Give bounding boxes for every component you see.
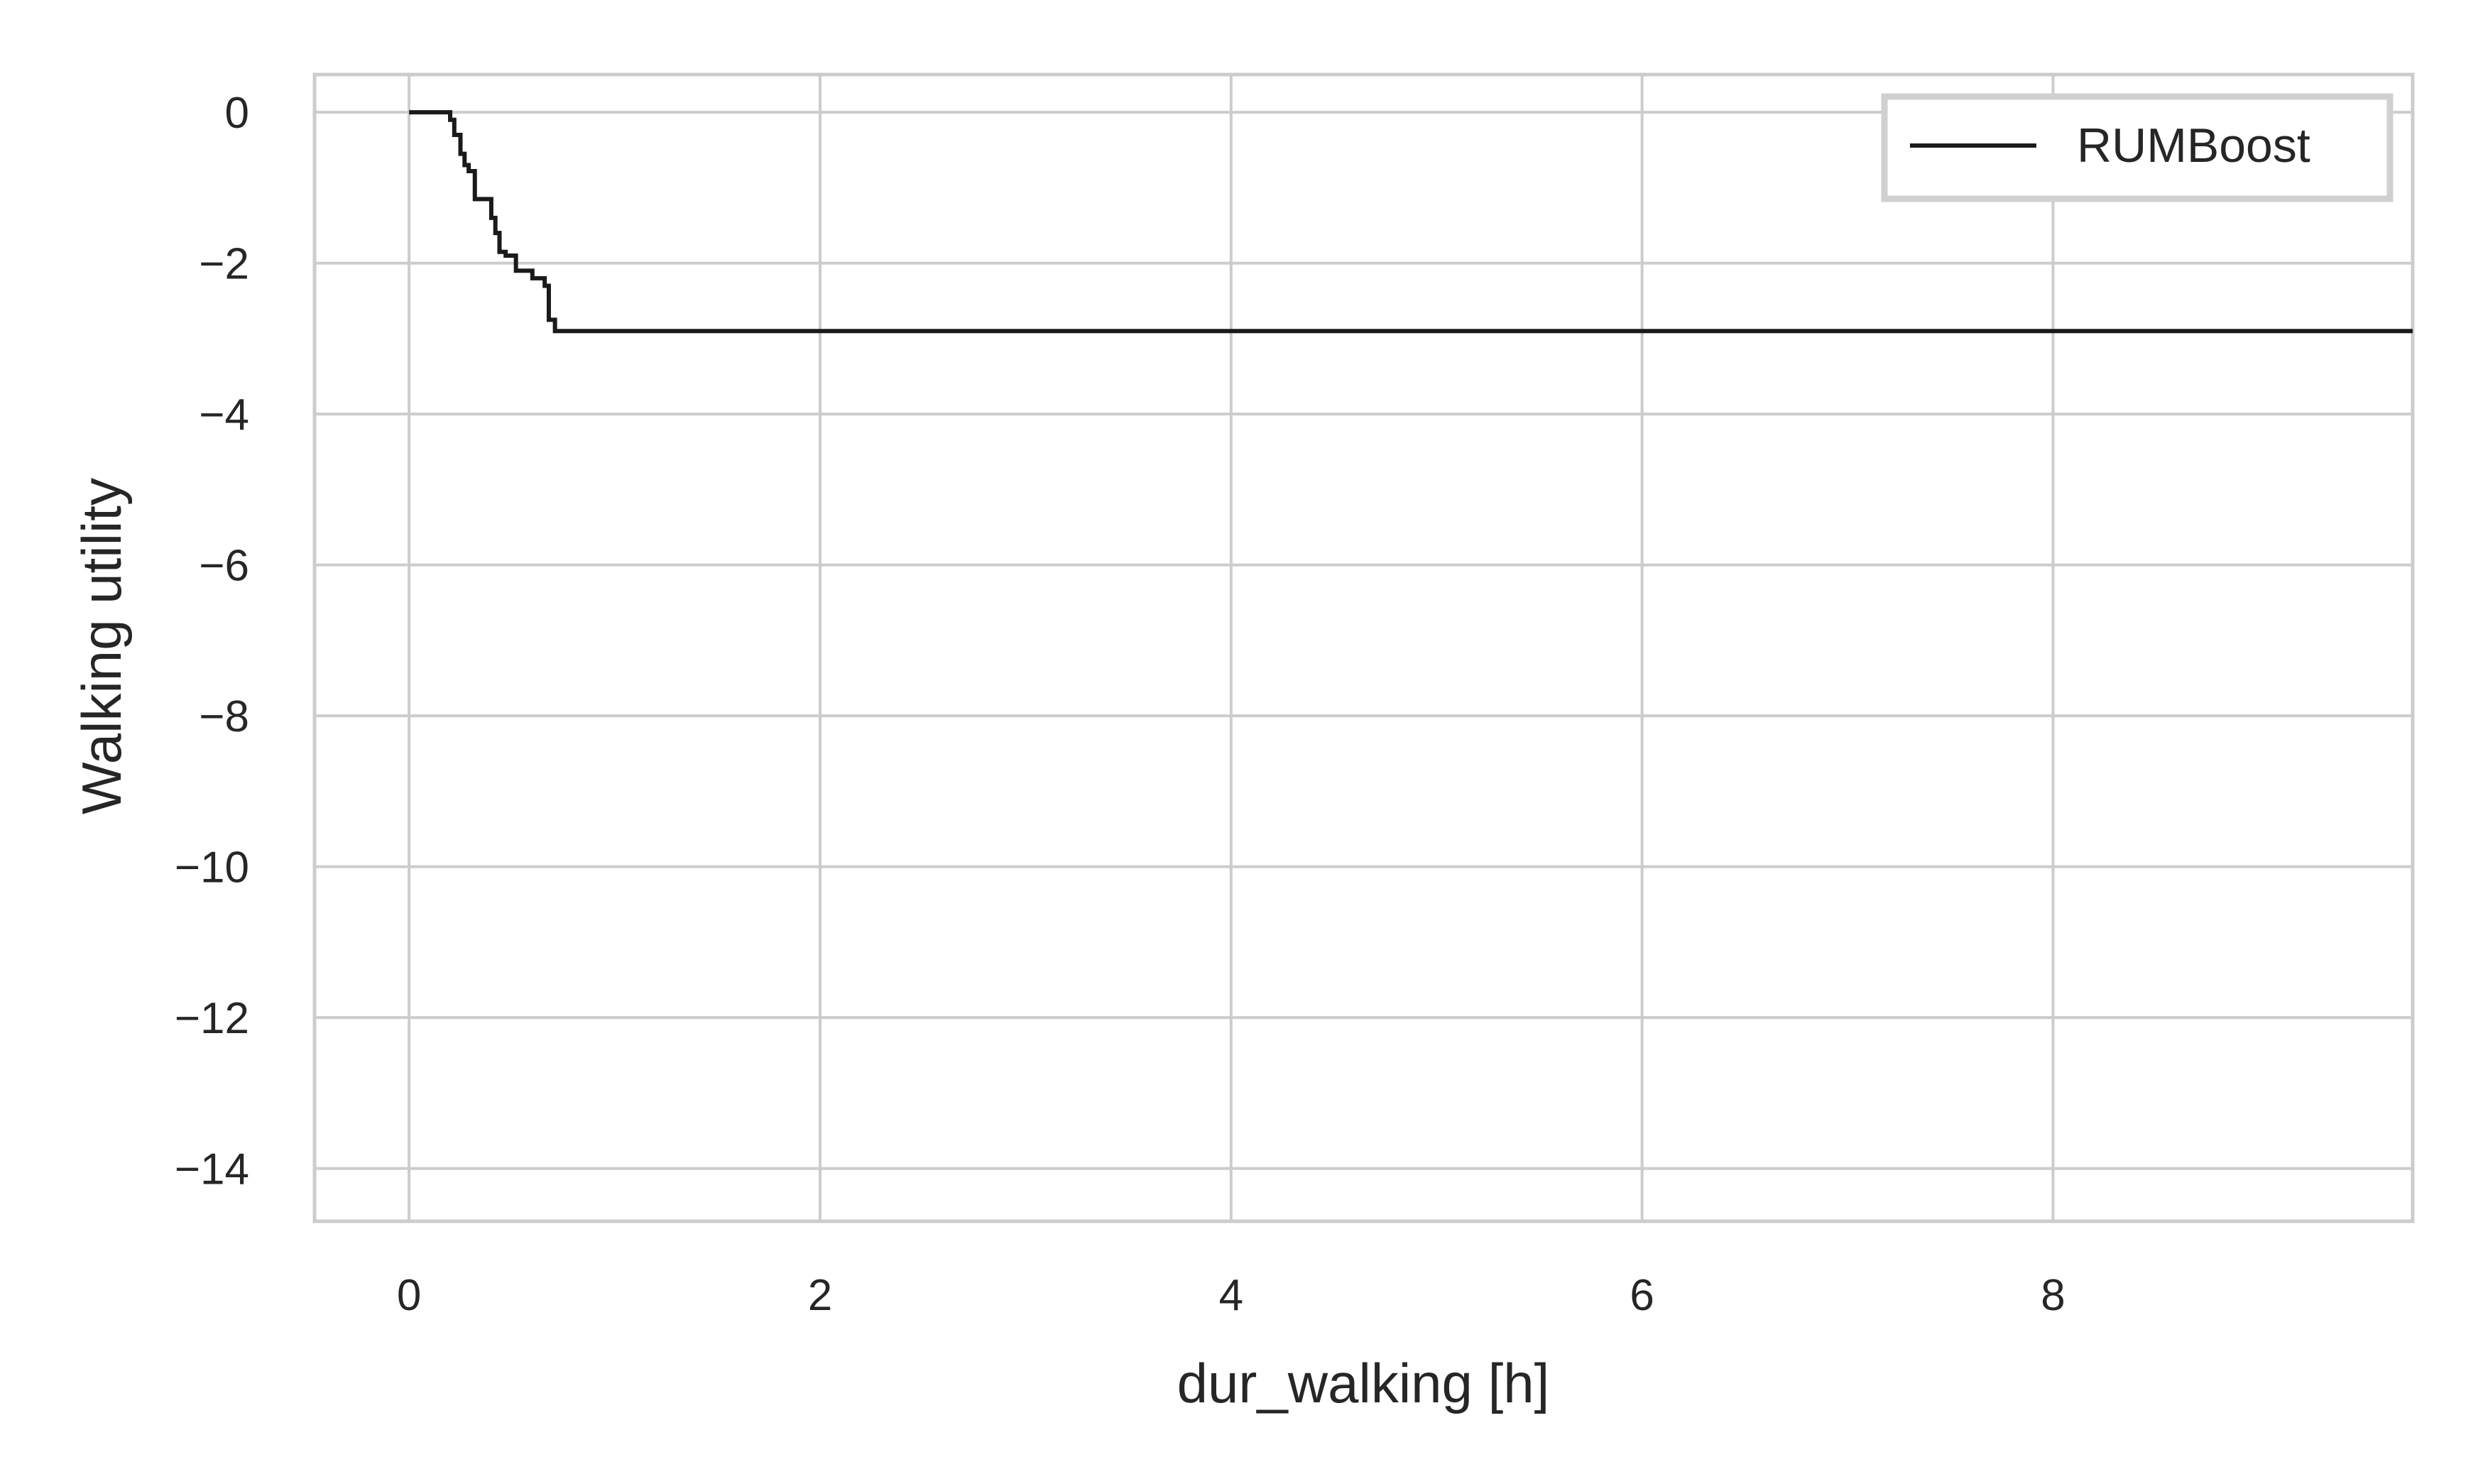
legend: RUMBoost	[1881, 93, 2394, 202]
x-tick-label: 6	[1630, 1271, 1654, 1320]
series-layer	[409, 110, 2413, 334]
y-axis-label: Walking utility	[70, 478, 133, 814]
y-tick-label: −2	[199, 240, 249, 289]
legend-label-rumboost: RUMBoost	[2077, 119, 2310, 173]
x-tick-label: 2	[808, 1271, 832, 1320]
axes: 0 2 4 6 8 0 −2 −4 −6 −8 −10 −12 −14	[175, 72, 2415, 1320]
series-line-rumboost	[409, 110, 2413, 334]
y-tick-label: −6	[199, 542, 249, 591]
plot-frame	[312, 72, 2415, 1223]
x-tick-label: 0	[397, 1271, 421, 1320]
grid	[315, 75, 2413, 1221]
y-tick-label: −4	[199, 391, 249, 440]
x-axis-label: dur_walking [h]	[1177, 1352, 1550, 1414]
y-tick-label: −10	[175, 844, 249, 893]
y-tick-label: −8	[199, 692, 249, 741]
y-tick-label: −14	[175, 1145, 249, 1194]
x-tick-label: 4	[1219, 1271, 1243, 1320]
y-tick-label: −12	[175, 994, 249, 1043]
x-tick-label: 8	[2041, 1271, 2065, 1320]
y-tick-label: 0	[225, 89, 249, 138]
